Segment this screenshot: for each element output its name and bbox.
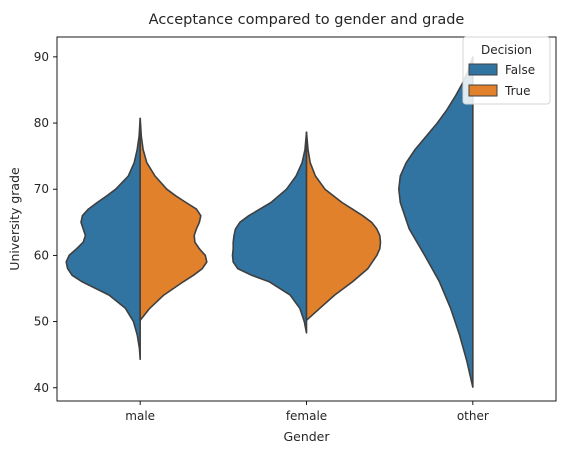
y-tick-label: 80 — [34, 116, 49, 130]
y-axis-label: University grade — [7, 167, 22, 271]
violin-true-female — [305, 131, 382, 322]
x-tick-label-male: male — [125, 409, 155, 423]
legend-swatch-false — [468, 63, 498, 76]
y-tick-label: 40 — [34, 381, 49, 395]
violin-false-male — [65, 117, 141, 361]
x-tick-label-other: other — [457, 409, 489, 423]
x-axis-label: Gender — [283, 429, 330, 444]
violin-false-female — [231, 131, 308, 334]
legend-label-true: True — [504, 84, 531, 98]
violin-false-other — [398, 56, 474, 388]
plot-area — [65, 56, 474, 388]
legend: Decision False True — [462, 36, 551, 105]
x-tick-label-female: female — [286, 409, 327, 423]
legend-swatch-true — [468, 84, 498, 97]
violin-true-male — [139, 117, 208, 322]
y-tick-label: 90 — [34, 50, 49, 64]
legend-label-false: False — [505, 63, 535, 77]
legend-title: Decision — [481, 43, 532, 57]
y-tick-label: 60 — [34, 248, 49, 262]
chart-title: Acceptance compared to gender and grade — [149, 12, 465, 28]
axes: 40 50 60 70 80 90 male female other — [34, 36, 557, 423]
y-tick-label: 50 — [34, 315, 49, 329]
y-tick-label: 70 — [34, 182, 49, 196]
